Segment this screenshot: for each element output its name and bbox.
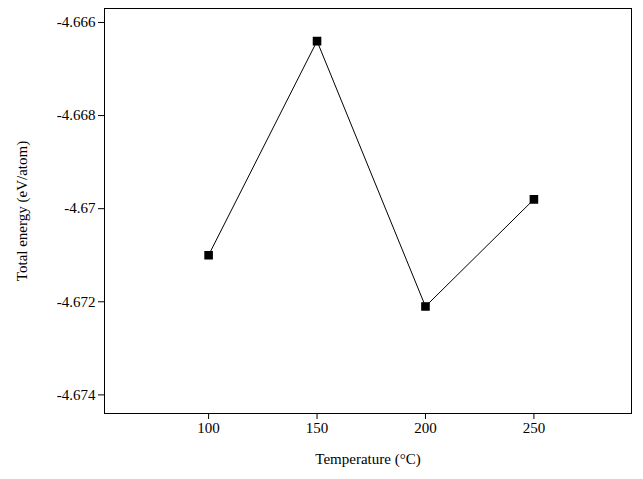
svg-text:200: 200 [414,420,437,436]
svg-text:150: 150 [306,420,329,436]
svg-text:250: 250 [523,420,546,436]
svg-text:Temperature (°C): Temperature (°C) [315,451,420,468]
svg-text:-4.668: -4.668 [57,107,96,123]
svg-text:-4.672: -4.672 [57,294,96,310]
svg-text:-4.674: -4.674 [57,387,96,403]
svg-text:-4.67: -4.67 [64,200,96,216]
svg-text:100: 100 [197,420,220,436]
svg-text:-4.666: -4.666 [57,14,96,30]
svg-text:Total energy (eV/atom): Total energy (eV/atom) [14,141,31,281]
